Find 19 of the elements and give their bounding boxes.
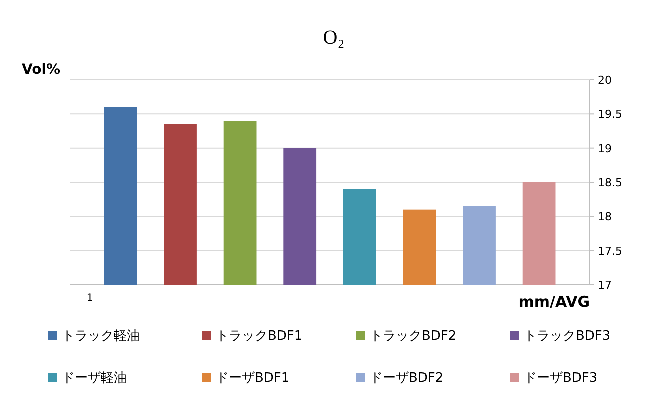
y-tick-label: 17: [598, 279, 612, 292]
legend-label: トラックBDF3: [524, 329, 611, 344]
legend-label: トラック軽油: [62, 329, 140, 344]
y-axis-title: Vol%: [22, 62, 61, 78]
legend-label: ドーザBDF3: [524, 371, 598, 386]
x-axis-title: mm/AVG: [518, 293, 590, 311]
legend-label: ドーザ軽油: [62, 371, 127, 386]
y-tick-label: 20: [598, 74, 612, 87]
y-tick-label: 18.5: [598, 176, 622, 190]
legend-label: トラックBDF2: [370, 329, 457, 344]
legend-label: ドーザBDF2: [370, 371, 444, 386]
legend-label: トラックBDF1: [216, 329, 303, 344]
y-tick-label: 17.5: [598, 244, 622, 258]
y-tick-label: 18: [598, 210, 612, 224]
chart-title: O₂: [323, 27, 345, 49]
x-tick-label: 1: [86, 293, 94, 304]
y-tick-label: 19: [598, 142, 612, 156]
y-tick-label: 19.5: [598, 108, 622, 122]
legend-label: ドーザBDF1: [216, 371, 290, 386]
